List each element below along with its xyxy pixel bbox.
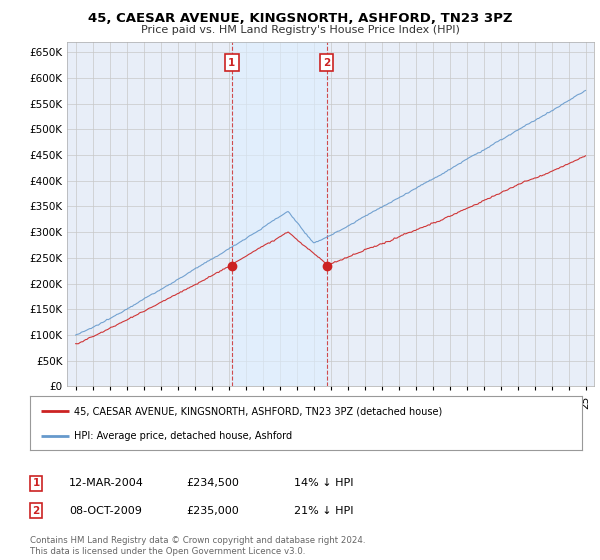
Text: 14% ↓ HPI: 14% ↓ HPI [294, 478, 353, 488]
Text: Price paid vs. HM Land Registry's House Price Index (HPI): Price paid vs. HM Land Registry's House … [140, 25, 460, 35]
Text: 1: 1 [228, 58, 235, 68]
Text: £235,000: £235,000 [186, 506, 239, 516]
Text: 45, CAESAR AVENUE, KINGSNORTH, ASHFORD, TN23 3PZ: 45, CAESAR AVENUE, KINGSNORTH, ASHFORD, … [88, 12, 512, 25]
Text: 12-MAR-2004: 12-MAR-2004 [69, 478, 144, 488]
Text: HPI: Average price, detached house, Ashford: HPI: Average price, detached house, Ashf… [74, 431, 292, 441]
Bar [232, 42, 326, 386]
Text: Contains HM Land Registry data © Crown copyright and database right 2024.
This d: Contains HM Land Registry data © Crown c… [30, 536, 365, 556]
Text: 21% ↓ HPI: 21% ↓ HPI [294, 506, 353, 516]
Text: 2: 2 [32, 506, 40, 516]
Text: £234,500: £234,500 [186, 478, 239, 488]
Text: 1: 1 [32, 478, 40, 488]
Text: 2: 2 [323, 58, 331, 68]
Text: 45, CAESAR AVENUE, KINGSNORTH, ASHFORD, TN23 3PZ (detached house): 45, CAESAR AVENUE, KINGSNORTH, ASHFORD, … [74, 407, 442, 417]
Text: 08-OCT-2009: 08-OCT-2009 [69, 506, 142, 516]
